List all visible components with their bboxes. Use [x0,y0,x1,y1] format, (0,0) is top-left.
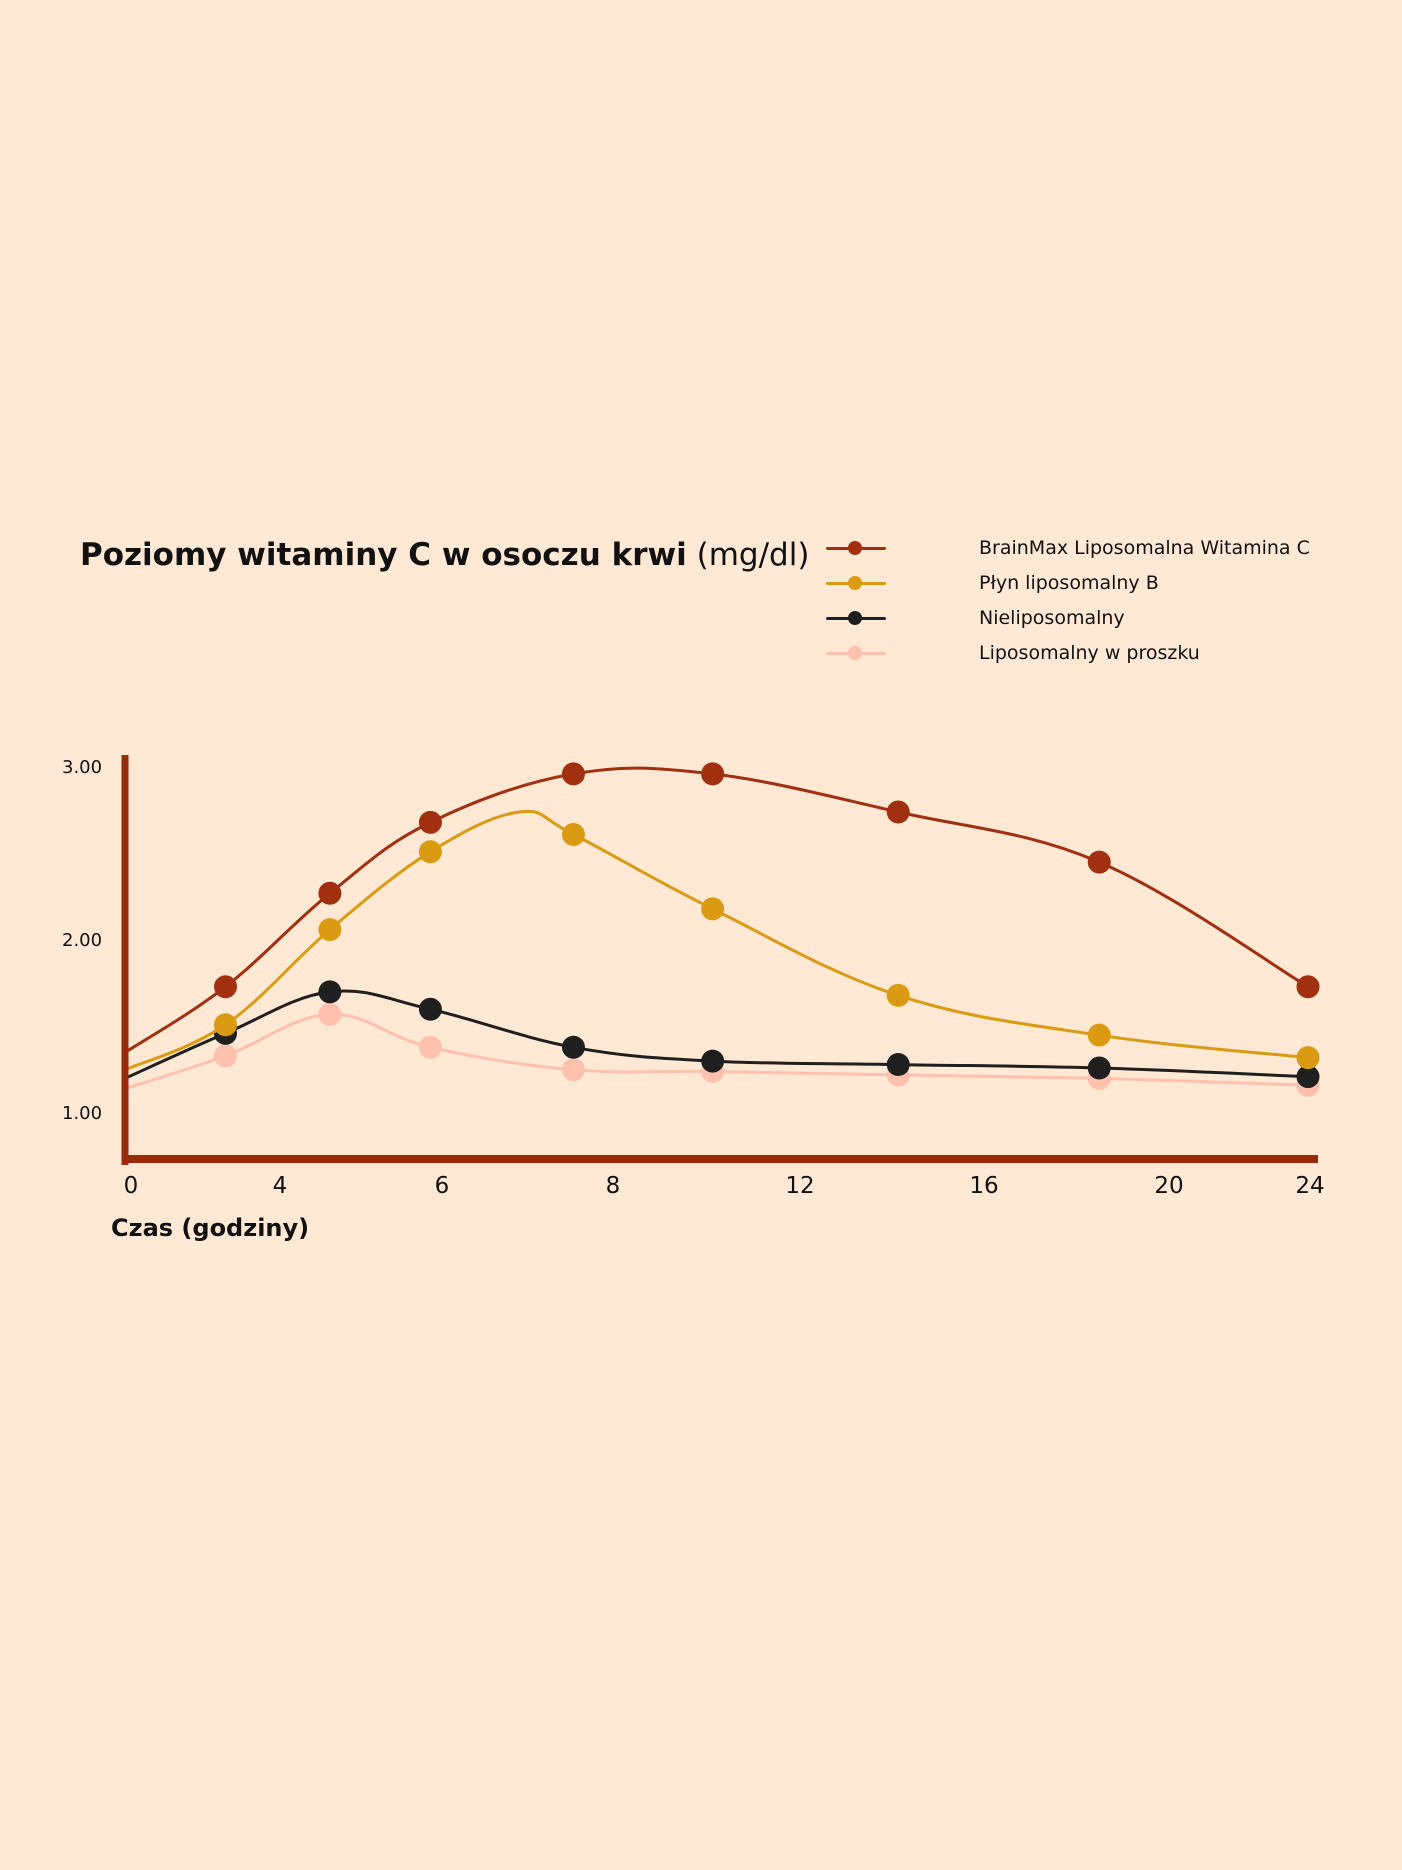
data-point-plyn-liposomalny-b [318,918,342,942]
series-line-plyn-liposomalny-b [124,809,1309,1072]
x-tick-label: 6 [435,1173,450,1199]
data-point-nieliposomalny [418,997,442,1021]
data-point-brainmax-liposomalna-witamina-c [1087,850,1111,874]
x-tick-label: 16 [969,1173,998,1199]
data-point-nieliposomalny [886,1053,910,1077]
series-line-brainmax-liposomalna-witamina-c [124,766,1309,1054]
data-point-brainmax-liposomalna-witamina-c [701,762,725,786]
legend-label-brainmax: BrainMax Liposomalna Witamina C [979,536,1310,559]
data-point-nieliposomalny [318,980,342,1004]
x-tick-label: 0 [124,1173,139,1199]
data-point-plyn-liposomalny-b [418,840,442,864]
x-tick-label: 8 [606,1173,621,1199]
legend-marker-brainmax [848,540,862,555]
legend: BrainMax Liposomalna Witamina C Płyn lip… [826,530,1310,670]
data-point-brainmax-liposomalna-witamina-c [1296,975,1320,999]
y-tick-label: 2.00 [62,930,102,951]
data-point-plyn-liposomalny-b [1296,1046,1320,1070]
data-point-brainmax-liposomalna-witamina-c [886,800,910,824]
legend-label-proszek: Liposomalny w proszku [979,641,1200,664]
legend-swatch-nieliposomalny [826,608,886,628]
data-point-brainmax-liposomalna-witamina-c [214,975,238,999]
data-point-brainmax-liposomalna-witamina-c [418,810,442,834]
legend-item-plyn-liposomalny: Płyn liposomalny B [826,565,1310,600]
chart-title-unit: (mg/dl) [696,537,810,573]
y-tick-label: 1.00 [62,1103,102,1124]
data-point-plyn-liposomalny-b [701,897,725,921]
data-point-plyn-liposomalny-b [561,822,585,846]
y-tick-label: 3.00 [62,757,102,778]
data-point-liposomalny-w-proszku [318,1002,342,1026]
legend-marker-nieliposomalny [848,610,862,625]
data-point-nieliposomalny [701,1049,725,1073]
legend-swatch-plyn-liposomalny [826,573,886,593]
x-tick-label: 12 [785,1173,814,1199]
data-point-liposomalny-w-proszku [214,1044,238,1068]
chart-title: Poziomy witaminy C w osoczu krwi (mg/dl) [80,533,809,577]
chart-title-main: Poziomy witaminy C w osoczu krwi [80,537,687,573]
data-point-nieliposomalny [1087,1056,1111,1080]
data-point-plyn-liposomalny-b [214,1013,238,1037]
legend-swatch-brainmax [826,538,886,558]
legend-item-proszek: Liposomalny w proszku [826,635,1310,670]
data-point-plyn-liposomalny-b [1087,1023,1111,1047]
data-point-nieliposomalny [561,1035,585,1059]
x-axis-title: Czas (godziny) [111,1214,310,1242]
legend-marker-plyn-liposomalny [848,575,862,590]
legend-label-nieliposomalny: Nieliposomalny [979,606,1125,629]
legend-marker-proszek [848,645,862,660]
data-point-liposomalny-w-proszku [418,1035,442,1059]
legend-item-nieliposomalny: Nieliposomalny [826,600,1310,635]
legend-label-plyn-liposomalny: Płyn liposomalny B [979,571,1159,594]
legend-item-brainmax: BrainMax Liposomalna Witamina C [826,530,1310,565]
data-point-nieliposomalny [1296,1065,1320,1089]
x-tick-label: 20 [1154,1173,1183,1199]
x-tick-label: 4 [273,1173,288,1199]
series-line-liposomalny-w-proszku [124,1012,1309,1091]
data-point-plyn-liposomalny-b [886,983,910,1007]
series-line-nieliposomalny [124,989,1309,1080]
data-point-brainmax-liposomalna-witamina-c [561,762,585,786]
x-tick-label: 24 [1295,1173,1324,1199]
data-point-brainmax-liposomalna-witamina-c [318,881,342,905]
data-point-liposomalny-w-proszku [561,1058,585,1082]
legend-swatch-proszek [826,643,886,663]
